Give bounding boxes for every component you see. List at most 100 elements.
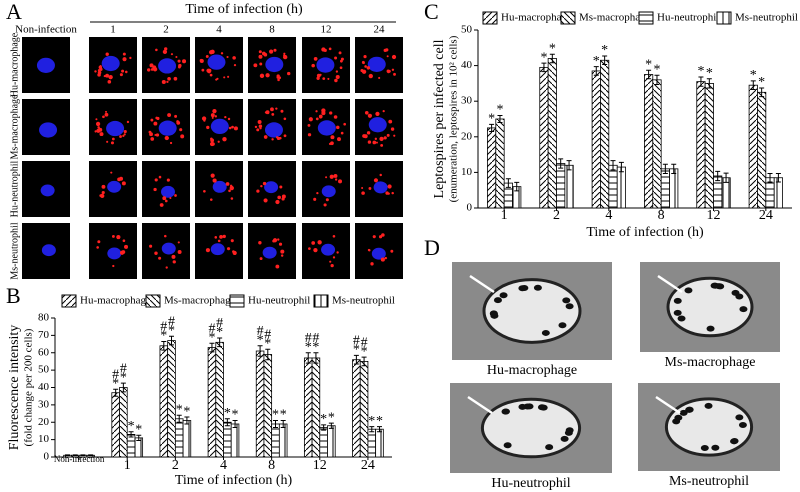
- bacterium: [172, 260, 176, 264]
- bar: [359, 361, 369, 458]
- bacterium: [275, 136, 279, 139]
- bar: [271, 423, 280, 458]
- bar: [167, 340, 176, 458]
- bacterium: [226, 247, 231, 251]
- bacterium: [96, 246, 99, 249]
- significance-mark: *: [601, 43, 608, 58]
- error-bar: [593, 66, 599, 76]
- leptospire: [679, 409, 688, 416]
- bar: [182, 420, 192, 458]
- leptospire: [685, 406, 694, 413]
- arrow: [657, 274, 683, 294]
- bar: [556, 163, 566, 209]
- micrograph: [355, 99, 403, 155]
- bacterium: [182, 59, 187, 64]
- bacterium: [209, 73, 213, 77]
- bacterium: [164, 199, 168, 203]
- bacterium: [379, 173, 382, 177]
- bar: [696, 81, 706, 209]
- bacterium: [116, 234, 121, 240]
- bacterium: [325, 176, 328, 179]
- nucleus: [210, 118, 229, 135]
- bacterium: [170, 53, 174, 56]
- bar: [660, 168, 670, 209]
- bacterium: [387, 184, 392, 189]
- bacterium: [162, 49, 168, 55]
- panel-label: C: [424, 0, 439, 24]
- bar: [111, 392, 120, 458]
- column-label: 1: [110, 24, 116, 36]
- bar: [230, 423, 240, 458]
- y-tick-label: 20: [38, 416, 50, 428]
- bacterium: [222, 234, 226, 239]
- error-bar: [232, 420, 238, 428]
- bacterium: [97, 73, 101, 77]
- bacterium: [316, 191, 319, 195]
- bacterium: [98, 127, 103, 132]
- significance-mark: *: [549, 41, 556, 56]
- bacterium: [283, 52, 286, 55]
- bacterium: [380, 257, 385, 262]
- nucleus: [317, 120, 336, 136]
- error-bar: [72, 454, 78, 457]
- error-bar: [706, 78, 712, 89]
- image-caption: Hu-neutrophil: [491, 476, 570, 491]
- bacterium: [108, 74, 113, 80]
- bar: [367, 428, 377, 458]
- bacterium: [287, 71, 291, 76]
- error-bar: [88, 454, 94, 457]
- legend-label: Ms-neutrophil: [735, 12, 798, 24]
- bacterium: [383, 136, 387, 140]
- nucleus: [41, 244, 56, 257]
- bacterium: [203, 189, 206, 193]
- bacterium: [278, 76, 282, 80]
- x-axis-title: Time of infection (h): [586, 225, 704, 240]
- leptospire: [501, 408, 510, 415]
- bacterium: [122, 52, 126, 56]
- bacterium: [386, 133, 390, 137]
- leptospire: [545, 444, 554, 451]
- micrograph: [142, 37, 190, 93]
- micrograph: [248, 223, 296, 279]
- leptospire: [499, 292, 508, 299]
- significance-mark: *: [168, 323, 175, 338]
- nucleus: [367, 56, 386, 72]
- nucleus: [321, 185, 336, 198]
- error-bar: [161, 340, 167, 351]
- bacterium: [364, 110, 369, 115]
- bacterium: [94, 70, 97, 73]
- nucleus: [262, 246, 277, 259]
- error-bar: [775, 172, 781, 183]
- bacterium: [366, 66, 371, 70]
- bacterium: [232, 250, 237, 256]
- bacterium: [367, 140, 372, 144]
- significance-mark: *: [264, 336, 271, 351]
- bacterium: [125, 70, 128, 74]
- leptospire: [704, 402, 713, 409]
- leptospire: [735, 293, 744, 300]
- micrograph: [248, 161, 296, 217]
- bacterium: [224, 115, 227, 119]
- y-tick-label: 40: [38, 381, 50, 393]
- bacterium: [210, 173, 215, 178]
- bacterium: [363, 55, 367, 59]
- bacterium: [217, 239, 221, 243]
- bar: [644, 74, 654, 209]
- bacterium: [393, 134, 396, 137]
- bacterium: [258, 124, 263, 128]
- bacterium: [214, 115, 217, 118]
- significance-mark: #: [160, 320, 167, 335]
- significance-mark: *: [112, 376, 119, 391]
- error-bar: [723, 172, 729, 183]
- bacterium: [366, 131, 371, 135]
- leptospire: [738, 422, 747, 429]
- leptospire: [711, 282, 720, 289]
- column-label: 4: [216, 24, 222, 36]
- bacterium: [174, 114, 178, 118]
- bacterium: [214, 236, 218, 239]
- bacterium: [316, 76, 320, 80]
- leptospire: [735, 414, 744, 421]
- bacterium: [122, 239, 126, 243]
- bacterium: [149, 63, 154, 68]
- bacterium: [123, 129, 127, 134]
